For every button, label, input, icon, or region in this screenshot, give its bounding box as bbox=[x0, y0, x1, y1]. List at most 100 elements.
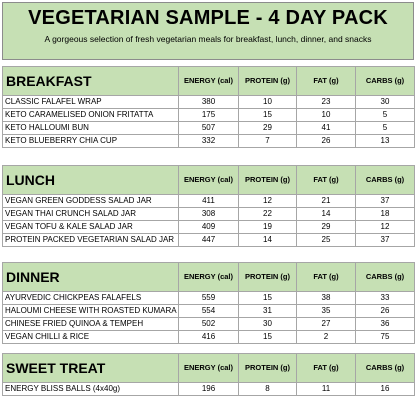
fat-value: 38 bbox=[296, 291, 356, 305]
carbs-value: 16 bbox=[355, 382, 415, 396]
fat-value: 11 bbox=[296, 382, 356, 396]
protein-column-header: PROTEIN (g) bbox=[238, 262, 297, 292]
item-name: ENERGY BLISS BALLS (4x40g) bbox=[2, 382, 179, 396]
section-header-row: SWEET TREAT ENERGY (cal) PROTEIN (g) FAT… bbox=[2, 353, 415, 383]
table-row: VEGAN TOFU & KALE SALAD JAR 409 19 29 12 bbox=[2, 220, 415, 234]
protein-value: 15 bbox=[238, 291, 297, 305]
table-row: HALOUMI CHEESE WITH ROASTED KUMARA 554 3… bbox=[2, 304, 415, 318]
table-row: VEGAN CHILLI & RICE 416 15 2 75 bbox=[2, 330, 415, 344]
fat-value: 35 bbox=[296, 304, 356, 318]
energy-value: 411 bbox=[178, 194, 239, 208]
section-header-row: DINNER ENERGY (cal) PROTEIN (g) FAT (g) … bbox=[2, 262, 415, 292]
table-row: KETO BLUEBERRY CHIA CUP 332 7 26 13 bbox=[2, 134, 415, 148]
fat-value: 27 bbox=[296, 317, 356, 331]
energy-value: 559 bbox=[178, 291, 239, 305]
protein-value: 15 bbox=[238, 108, 297, 122]
fat-column-header: FAT (g) bbox=[296, 165, 356, 195]
fat-value: 29 bbox=[296, 220, 356, 234]
fat-value: 41 bbox=[296, 121, 356, 135]
section-header-row: LUNCH ENERGY (cal) PROTEIN (g) FAT (g) C… bbox=[2, 165, 415, 195]
item-name: VEGAN GREEN GODDESS SALAD JAR bbox=[2, 194, 179, 208]
item-name: VEGAN THAI CRUNCH SALAD JAR bbox=[2, 207, 179, 221]
fat-value: 21 bbox=[296, 194, 356, 208]
carbs-value: 37 bbox=[355, 233, 415, 247]
section-name: BREAKFAST bbox=[2, 66, 179, 96]
carbs-column-header: CARBS (g) bbox=[355, 353, 415, 383]
protein-value: 30 bbox=[238, 317, 297, 331]
protein-value: 29 bbox=[238, 121, 297, 135]
protein-value: 8 bbox=[238, 382, 297, 396]
carbs-value: 5 bbox=[355, 121, 415, 135]
fat-value: 23 bbox=[296, 95, 356, 109]
page-title: VEGETARIAN SAMPLE - 4 DAY PACK bbox=[28, 7, 388, 29]
carbs-value: 18 bbox=[355, 207, 415, 221]
carbs-column-header: CARBS (g) bbox=[355, 66, 415, 96]
section-name: SWEET TREAT bbox=[2, 353, 179, 383]
item-name: CLASSIC FALAFEL WRAP bbox=[2, 95, 179, 109]
fat-value: 14 bbox=[296, 207, 356, 221]
protein-value: 14 bbox=[238, 233, 297, 247]
carbs-value: 37 bbox=[355, 194, 415, 208]
protein-value: 7 bbox=[238, 134, 297, 148]
energy-value: 308 bbox=[178, 207, 239, 221]
energy-value: 507 bbox=[178, 121, 239, 135]
energy-value: 447 bbox=[178, 233, 239, 247]
energy-value: 196 bbox=[178, 382, 239, 396]
protein-column-header: PROTEIN (g) bbox=[238, 66, 297, 96]
protein-value: 15 bbox=[238, 330, 297, 344]
section-name: DINNER bbox=[2, 262, 179, 292]
section-name: LUNCH bbox=[2, 165, 179, 195]
protein-value: 12 bbox=[238, 194, 297, 208]
energy-value: 380 bbox=[178, 95, 239, 109]
dinner-table: DINNER ENERGY (cal) PROTEIN (g) FAT (g) … bbox=[2, 262, 415, 344]
fat-value: 26 bbox=[296, 134, 356, 148]
table-row: VEGAN THAI CRUNCH SALAD JAR 308 22 14 18 bbox=[2, 207, 415, 221]
energy-value: 175 bbox=[178, 108, 239, 122]
carbs-value: 75 bbox=[355, 330, 415, 344]
protein-column-header: PROTEIN (g) bbox=[238, 165, 297, 195]
item-name: VEGAN TOFU & KALE SALAD JAR bbox=[2, 220, 179, 234]
carbs-value: 33 bbox=[355, 291, 415, 305]
table-row: CLASSIC FALAFEL WRAP 380 10 23 30 bbox=[2, 95, 415, 109]
carbs-value: 30 bbox=[355, 95, 415, 109]
sweet-treat-table: SWEET TREAT ENERGY (cal) PROTEIN (g) FAT… bbox=[2, 353, 415, 396]
fat-value: 25 bbox=[296, 233, 356, 247]
item-name: PROTEIN PACKED VEGETARIAN SALAD JAR bbox=[2, 233, 179, 247]
protein-value: 10 bbox=[238, 95, 297, 109]
fat-column-header: FAT (g) bbox=[296, 66, 356, 96]
energy-column-header: ENERGY (cal) bbox=[178, 262, 239, 292]
item-name: KETO CARAMELISED ONION FRITATTA bbox=[2, 108, 179, 122]
energy-column-header: ENERGY (cal) bbox=[178, 165, 239, 195]
table-row: KETO HALLOUMI BUN 507 29 41 5 bbox=[2, 121, 415, 135]
fat-column-header: FAT (g) bbox=[296, 262, 356, 292]
protein-column-header: PROTEIN (g) bbox=[238, 353, 297, 383]
table-row: VEGAN GREEN GODDESS SALAD JAR 411 12 21 … bbox=[2, 194, 415, 208]
table-row: CHINESE FRIED QUINOA & TEMPEH 502 30 27 … bbox=[2, 317, 415, 331]
page-subtitle: A gorgeous selection of fresh vegetarian… bbox=[44, 34, 372, 44]
table-row: PROTEIN PACKED VEGETARIAN SALAD JAR 447 … bbox=[2, 233, 415, 247]
carbs-column-header: CARBS (g) bbox=[355, 262, 415, 292]
page-header: VEGETARIAN SAMPLE - 4 DAY PACK A gorgeou… bbox=[2, 2, 414, 60]
protein-value: 31 bbox=[238, 304, 297, 318]
energy-column-header: ENERGY (cal) bbox=[178, 66, 239, 96]
table-row: KETO CARAMELISED ONION FRITATTA 175 15 1… bbox=[2, 108, 415, 122]
item-name: CHINESE FRIED QUINOA & TEMPEH bbox=[2, 317, 179, 331]
carbs-value: 13 bbox=[355, 134, 415, 148]
energy-value: 416 bbox=[178, 330, 239, 344]
lunch-table: LUNCH ENERGY (cal) PROTEIN (g) FAT (g) C… bbox=[2, 165, 415, 247]
item-name: VEGAN CHILLI & RICE bbox=[2, 330, 179, 344]
fat-value: 10 bbox=[296, 108, 356, 122]
protein-value: 19 bbox=[238, 220, 297, 234]
table-row: AYURVEDIC CHICKPEAS FALAFELS 559 15 38 3… bbox=[2, 291, 415, 305]
energy-value: 409 bbox=[178, 220, 239, 234]
energy-column-header: ENERGY (cal) bbox=[178, 353, 239, 383]
carbs-value: 36 bbox=[355, 317, 415, 331]
fat-column-header: FAT (g) bbox=[296, 353, 356, 383]
carbs-column-header: CARBS (g) bbox=[355, 165, 415, 195]
table-row: ENERGY BLISS BALLS (4x40g) 196 8 11 16 bbox=[2, 382, 415, 396]
carbs-value: 12 bbox=[355, 220, 415, 234]
fat-value: 2 bbox=[296, 330, 356, 344]
item-name: KETO HALLOUMI BUN bbox=[2, 121, 179, 135]
energy-value: 502 bbox=[178, 317, 239, 331]
item-name: HALOUMI CHEESE WITH ROASTED KUMARA bbox=[2, 304, 179, 318]
